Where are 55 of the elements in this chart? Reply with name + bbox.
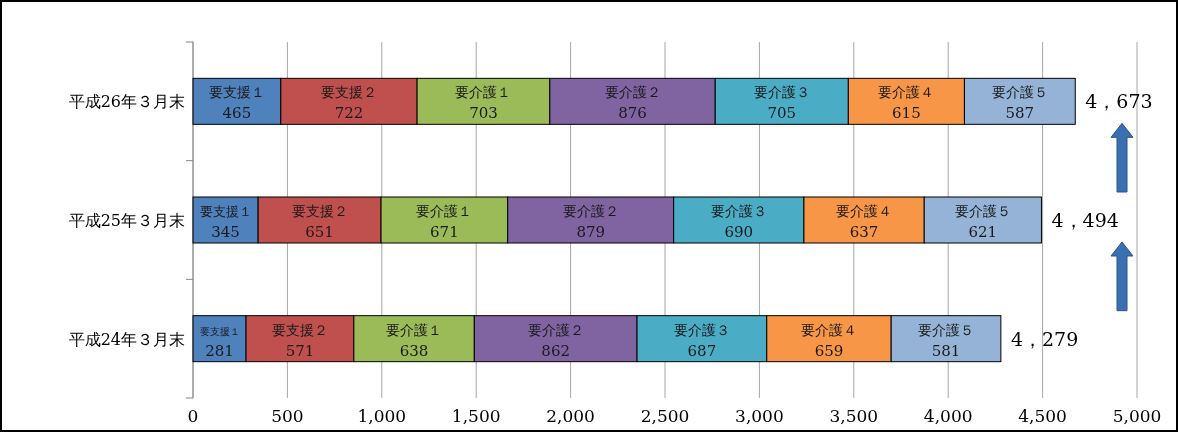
series-label: 要支援２	[320, 84, 377, 101]
x-tick-label: 1,000	[357, 406, 407, 426]
x-tick-label: 2,500	[640, 406, 690, 426]
x-tick-label: 3,500	[829, 406, 879, 426]
x-tick-label: 2,000	[546, 406, 595, 426]
x-tick-label: 1,500	[451, 406, 501, 426]
text: 要支援２	[271, 321, 328, 338]
data-label: 687	[687, 341, 717, 360]
data-label: 587	[1005, 104, 1035, 123]
y-tick-label: 平成24年３月末	[68, 329, 185, 349]
total-label: 4，673	[1085, 90, 1153, 113]
x-tick-label: 500	[271, 406, 304, 426]
series-label: 要介護２	[604, 84, 661, 101]
data-label: 621	[968, 223, 998, 241]
series-label: 要介護４	[878, 84, 935, 101]
series-label: 要支援１	[208, 84, 265, 101]
data-label: 281	[205, 341, 234, 360]
text: 要介護３	[710, 203, 767, 219]
x-tick-label: 3,000	[735, 406, 784, 426]
text: 要介護４	[836, 203, 893, 219]
data-label: 581	[931, 341, 961, 360]
total-label: 4，279	[1010, 327, 1079, 350]
data-label: 722	[334, 104, 364, 123]
data-label: 465	[222, 104, 252, 123]
data-label: 879	[576, 223, 606, 241]
data-label: 637	[849, 223, 879, 241]
data-label: 703	[469, 104, 498, 123]
x-tick-label: 4,000	[923, 406, 973, 426]
text: 要介護４	[800, 321, 857, 338]
data-label: 862	[541, 341, 571, 360]
data-label: 690	[724, 223, 754, 241]
series-label: 要介護１	[455, 84, 512, 101]
data-label: 671	[430, 223, 459, 241]
y-tick-label: 平成25年３月末	[68, 211, 185, 230]
text: 要介護５	[918, 321, 975, 338]
x-tick-label: 5,000	[1112, 406, 1162, 426]
x-tick-label: 0	[187, 406, 199, 426]
text: 要介護２	[527, 321, 584, 338]
series-label: 要介護５	[991, 84, 1048, 101]
text: 要介護２	[562, 203, 619, 219]
data-label: 705	[767, 104, 797, 123]
text: 要介護３	[673, 321, 730, 338]
y-tick-label: 平成26年３月末	[68, 92, 185, 112]
data-label: 876	[618, 104, 647, 123]
data-label: 638	[399, 341, 429, 360]
data-label: 651	[305, 223, 334, 241]
text: 要介護５	[954, 203, 1011, 219]
x-tick-label: 4,500	[1018, 406, 1067, 426]
data-label: 571	[285, 341, 315, 360]
total-label: 4，494	[1051, 209, 1119, 231]
data-label: 345	[211, 223, 240, 241]
data-label: 659	[814, 341, 844, 360]
series-label: 要介護３	[753, 84, 810, 101]
text: 要支援２	[291, 203, 348, 219]
data-label: 615	[892, 104, 921, 123]
